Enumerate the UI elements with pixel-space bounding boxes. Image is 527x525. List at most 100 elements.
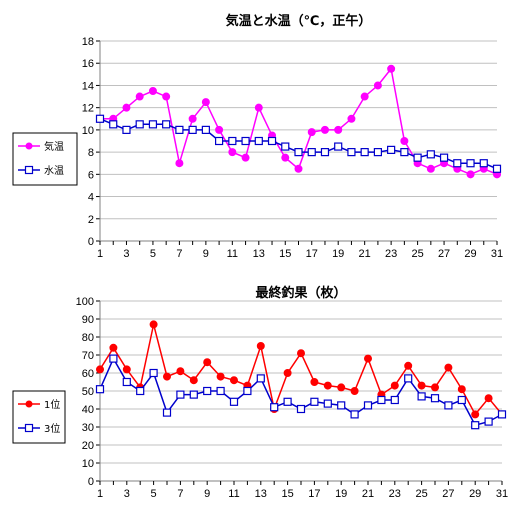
data-point <box>400 137 409 145</box>
y-tick-label: 0 <box>88 476 94 488</box>
data-point <box>471 410 480 419</box>
data-point <box>479 159 488 168</box>
data-point <box>228 136 237 146</box>
data-point <box>122 377 131 387</box>
data-point <box>254 136 263 146</box>
data-point <box>471 421 480 430</box>
data-point <box>363 401 373 410</box>
data-point <box>188 114 197 123</box>
x-tick-label: 23 <box>385 248 397 260</box>
y-tick-label: 8 <box>88 147 94 159</box>
data-point <box>350 387 359 395</box>
data-point <box>176 390 185 399</box>
data-point <box>387 145 396 154</box>
data-point <box>175 159 184 168</box>
data-point <box>307 148 316 157</box>
y-tick-label: 14 <box>82 80 94 92</box>
data-point <box>122 103 131 112</box>
data-point <box>136 386 145 396</box>
data-point <box>215 136 224 146</box>
y-tick-label: 40 <box>82 404 94 416</box>
data-point <box>373 81 382 90</box>
data-point <box>484 417 493 426</box>
data-point <box>175 125 184 134</box>
y-tick-label: 10 <box>82 458 94 470</box>
x-tick-label: 21 <box>359 248 371 260</box>
data-point <box>163 372 171 381</box>
x-tick-label: 19 <box>335 488 347 500</box>
data-point <box>466 170 475 179</box>
legend-box <box>12 132 78 186</box>
y-tick-label: 100 <box>76 296 94 308</box>
series-line-2 <box>99 118 498 170</box>
data-point <box>417 381 426 390</box>
data-point <box>377 395 386 405</box>
data-point <box>256 374 265 383</box>
data-point <box>404 361 413 370</box>
data-point <box>122 365 131 374</box>
chart-title: 気温と水温（℃，正午） <box>226 13 372 29</box>
data-point <box>390 395 399 405</box>
data-point <box>281 153 290 162</box>
y-tick-label: 0 <box>88 236 94 248</box>
legend-marker <box>25 142 33 150</box>
series-line-1 <box>100 67 498 176</box>
y-tick-label: 2 <box>88 214 94 226</box>
x-tick-label: 19 <box>332 248 344 260</box>
x-tick-label: 23 <box>389 488 401 500</box>
y-tick-label: 16 <box>82 58 94 70</box>
data-point <box>201 125 210 134</box>
data-point <box>310 378 319 386</box>
chart-title: 最終釣果（枚） <box>255 285 346 301</box>
data-point <box>216 386 225 396</box>
data-point <box>297 349 305 358</box>
series-line-1 <box>99 324 503 416</box>
data-point <box>256 342 265 350</box>
data-point <box>96 365 104 374</box>
data-point <box>109 120 118 129</box>
x-tick-label: 21 <box>362 488 374 500</box>
x-tick-label: 17 <box>306 248 318 260</box>
data-point <box>95 114 105 123</box>
data-point <box>310 397 319 406</box>
data-point <box>294 164 303 173</box>
data-point <box>413 153 422 162</box>
data-point <box>337 401 346 410</box>
data-point <box>254 103 263 112</box>
data-point <box>453 159 462 168</box>
data-point <box>243 386 252 396</box>
y-tick-label: 80 <box>82 332 94 344</box>
data-point <box>176 367 185 376</box>
legend-marker <box>24 423 34 433</box>
data-point <box>360 148 369 157</box>
legend-label: 1位 <box>44 398 60 411</box>
data-point <box>390 381 399 390</box>
y-tick-label: 18 <box>82 36 94 48</box>
data-point <box>347 148 356 157</box>
data-point <box>360 92 369 101</box>
data-point <box>364 354 372 363</box>
data-point <box>241 136 250 146</box>
y-tick-label: 4 <box>88 192 94 204</box>
data-point <box>373 148 382 157</box>
x-tick-label: 15 <box>279 248 291 260</box>
x-tick-label: 27 <box>438 248 450 260</box>
legend-label: 3位 <box>44 422 60 435</box>
data-point <box>148 87 157 95</box>
data-point <box>109 354 118 363</box>
data-point <box>230 376 238 385</box>
data-point <box>122 125 131 134</box>
x-tick-label: 5 <box>150 248 156 260</box>
y-tick-label: 6 <box>88 169 94 181</box>
data-point <box>109 343 118 352</box>
x-tick-label: 31 <box>496 488 508 500</box>
x-tick-label: 15 <box>281 488 293 500</box>
data-point <box>334 125 343 134</box>
x-tick-label: 1 <box>97 488 103 500</box>
data-point <box>466 159 475 168</box>
data-point <box>188 125 197 134</box>
x-tick-label: 11 <box>227 248 238 260</box>
data-point <box>296 404 306 414</box>
